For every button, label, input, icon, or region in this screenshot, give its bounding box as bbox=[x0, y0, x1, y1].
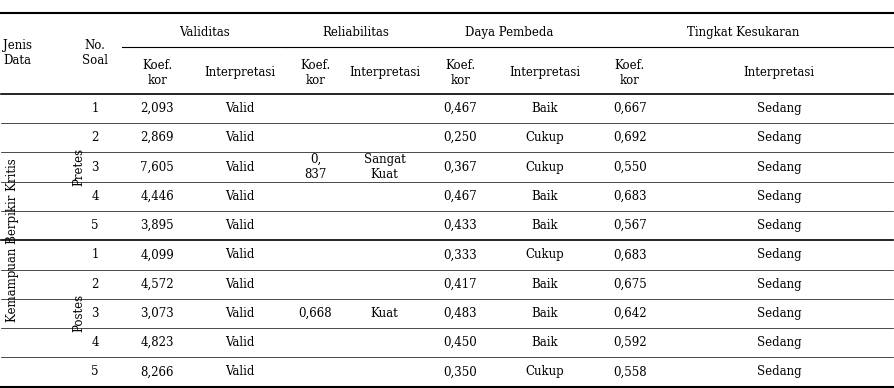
Text: Interpretasi: Interpretasi bbox=[510, 66, 580, 79]
Text: Pretes: Pretes bbox=[72, 148, 86, 186]
Text: 0,
837: 0, 837 bbox=[304, 153, 326, 181]
Text: 0,667: 0,667 bbox=[612, 102, 646, 115]
Text: 4,823: 4,823 bbox=[140, 336, 174, 349]
Text: 0,367: 0,367 bbox=[443, 161, 477, 173]
Text: 4: 4 bbox=[91, 190, 98, 203]
Text: 0,483: 0,483 bbox=[443, 307, 477, 320]
Text: 0,683: 0,683 bbox=[613, 190, 646, 203]
Text: Koef.
kor: Koef. kor bbox=[300, 59, 331, 87]
Text: 4,572: 4,572 bbox=[140, 278, 174, 291]
Text: Sedang: Sedang bbox=[756, 365, 801, 378]
Text: 0,467: 0,467 bbox=[443, 102, 477, 115]
Text: Baik: Baik bbox=[532, 190, 559, 203]
Text: Koef.
kor: Koef. kor bbox=[614, 59, 645, 87]
Text: Interpretasi: Interpretasi bbox=[204, 66, 275, 79]
Text: Valid: Valid bbox=[225, 336, 255, 349]
Text: Baik: Baik bbox=[532, 102, 559, 115]
Text: 5: 5 bbox=[91, 219, 98, 232]
Text: Sedang: Sedang bbox=[756, 102, 801, 115]
Text: 0,350: 0,350 bbox=[443, 365, 477, 378]
Text: 5: 5 bbox=[91, 365, 98, 378]
Text: Postes: Postes bbox=[72, 294, 86, 333]
Text: 0,467: 0,467 bbox=[443, 190, 477, 203]
Text: 0,675: 0,675 bbox=[612, 278, 646, 291]
Text: Valid: Valid bbox=[225, 365, 255, 378]
Text: 8,266: 8,266 bbox=[140, 365, 174, 378]
Text: Sedang: Sedang bbox=[756, 307, 801, 320]
Text: Baik: Baik bbox=[532, 336, 559, 349]
Text: Sedang: Sedang bbox=[756, 161, 801, 173]
Text: 3,073: 3,073 bbox=[140, 307, 174, 320]
Text: Sedang: Sedang bbox=[756, 248, 801, 262]
Text: 7,605: 7,605 bbox=[140, 161, 174, 173]
Text: 3: 3 bbox=[91, 307, 98, 320]
Text: Cukup: Cukup bbox=[526, 248, 564, 262]
Text: Sedang: Sedang bbox=[756, 219, 801, 232]
Text: 3: 3 bbox=[91, 161, 98, 173]
Text: 0,567: 0,567 bbox=[612, 219, 646, 232]
Text: 0,592: 0,592 bbox=[613, 336, 646, 349]
Text: Jenis
Data: Jenis Data bbox=[4, 40, 32, 68]
Text: Valid: Valid bbox=[225, 248, 255, 262]
Text: Baik: Baik bbox=[532, 219, 559, 232]
Text: Validitas: Validitas bbox=[179, 26, 230, 39]
Text: 4,099: 4,099 bbox=[140, 248, 174, 262]
Text: Valid: Valid bbox=[225, 307, 255, 320]
Text: 0,250: 0,250 bbox=[443, 131, 477, 144]
Text: Interpretasi: Interpretasi bbox=[349, 66, 420, 79]
Text: Sedang: Sedang bbox=[756, 190, 801, 203]
Text: 2,093: 2,093 bbox=[140, 102, 174, 115]
Text: 0,333: 0,333 bbox=[443, 248, 477, 262]
Text: Interpretasi: Interpretasi bbox=[744, 66, 814, 79]
Text: 0,550: 0,550 bbox=[612, 161, 646, 173]
Text: 0,433: 0,433 bbox=[443, 219, 477, 232]
Text: 3,895: 3,895 bbox=[140, 219, 174, 232]
Text: 4,446: 4,446 bbox=[140, 190, 174, 203]
Text: 0,683: 0,683 bbox=[613, 248, 646, 262]
Text: Valid: Valid bbox=[225, 131, 255, 144]
Text: 2: 2 bbox=[91, 278, 98, 291]
Text: 0,668: 0,668 bbox=[299, 307, 333, 320]
Text: Sedang: Sedang bbox=[756, 278, 801, 291]
Text: Cukup: Cukup bbox=[526, 365, 564, 378]
Text: 4: 4 bbox=[91, 336, 98, 349]
Text: 0,417: 0,417 bbox=[443, 278, 477, 291]
Text: Valid: Valid bbox=[225, 190, 255, 203]
Text: Cukup: Cukup bbox=[526, 161, 564, 173]
Text: Reliabilitas: Reliabilitas bbox=[322, 26, 389, 39]
Text: 2,869: 2,869 bbox=[140, 131, 174, 144]
Text: Kuat: Kuat bbox=[371, 307, 399, 320]
Text: 1: 1 bbox=[91, 248, 98, 262]
Text: Koef.
kor: Koef. kor bbox=[142, 59, 173, 87]
Text: Koef.
kor: Koef. kor bbox=[445, 59, 476, 87]
Text: Cukup: Cukup bbox=[526, 131, 564, 144]
Text: 1: 1 bbox=[91, 102, 98, 115]
Text: Baik: Baik bbox=[532, 307, 559, 320]
Text: Sedang: Sedang bbox=[756, 336, 801, 349]
Text: Valid: Valid bbox=[225, 219, 255, 232]
Text: Daya Pembeda: Daya Pembeda bbox=[465, 26, 553, 39]
Text: Valid: Valid bbox=[225, 161, 255, 173]
Text: 0,450: 0,450 bbox=[443, 336, 477, 349]
Text: 0,642: 0,642 bbox=[613, 307, 646, 320]
Text: Baik: Baik bbox=[532, 278, 559, 291]
Text: Valid: Valid bbox=[225, 278, 255, 291]
Text: 0,692: 0,692 bbox=[613, 131, 646, 144]
Text: Valid: Valid bbox=[225, 102, 255, 115]
Text: Tingkat Kesukaran: Tingkat Kesukaran bbox=[687, 26, 799, 39]
Text: Sedang: Sedang bbox=[756, 131, 801, 144]
Text: Kemampuan Berpikir Kritis: Kemampuan Berpikir Kritis bbox=[6, 158, 20, 322]
Text: Sangat
Kuat: Sangat Kuat bbox=[364, 153, 406, 181]
Text: 0,558: 0,558 bbox=[613, 365, 646, 378]
Text: No.
Soal: No. Soal bbox=[82, 40, 108, 68]
Text: 2: 2 bbox=[91, 131, 98, 144]
